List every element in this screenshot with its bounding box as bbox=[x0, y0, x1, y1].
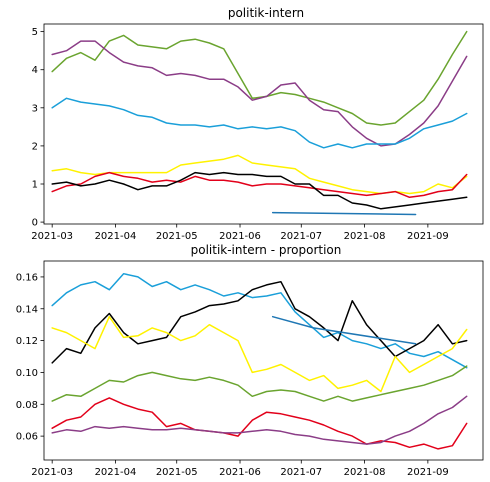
series-line bbox=[51, 365, 468, 402]
y-tick-label: 0.10 bbox=[16, 368, 38, 379]
x-tick-label: 2021-08 bbox=[344, 231, 386, 242]
x-tick-label: 2021-06 bbox=[219, 231, 261, 242]
series-line bbox=[51, 397, 468, 450]
x-tick-label: 2021-08 bbox=[344, 467, 386, 478]
y-tick-label: 0.06 bbox=[16, 432, 38, 443]
x-tick-label: 2021-03 bbox=[31, 231, 73, 242]
series-line bbox=[51, 171, 468, 210]
y-tick-label: 5 bbox=[32, 27, 38, 38]
axes-frame bbox=[43, 23, 484, 225]
y-tick-label: 3 bbox=[32, 103, 38, 114]
y-tick-label: 0.08 bbox=[16, 400, 38, 411]
x-tick-label: 2021-05 bbox=[156, 467, 198, 478]
series-line bbox=[51, 280, 468, 364]
x-tick-label: 2021-07 bbox=[280, 467, 322, 478]
x-tick-label: 2021-09 bbox=[407, 467, 449, 478]
x-tick-label: 2021-04 bbox=[95, 231, 137, 242]
y-tick-label: 0.14 bbox=[16, 304, 38, 315]
y-tick-label: 4 bbox=[32, 65, 38, 76]
series-line bbox=[271, 315, 417, 345]
x-tick-label: 2021-03 bbox=[31, 467, 73, 478]
x-tick-label: 2021-05 bbox=[156, 231, 198, 242]
x-tick-label: 2021-06 bbox=[219, 467, 261, 478]
chart-politik-intern: politik-intern 2021-03 2021-04 2021-05 2021… bbox=[31, 6, 484, 242]
series-line bbox=[51, 40, 468, 147]
series-line bbox=[51, 315, 468, 393]
y-tick-label: 0.12 bbox=[16, 336, 38, 347]
y-tick-label: 0 bbox=[32, 218, 38, 229]
y-tick-label: 1 bbox=[32, 180, 38, 191]
y-tick-label: 2 bbox=[32, 141, 38, 152]
chart-title: politik-intern - proportion bbox=[191, 243, 342, 257]
x-tick-label: 2021-04 bbox=[95, 467, 137, 478]
x-tick-label: 2021-09 bbox=[407, 231, 449, 242]
chart-politik-intern-proportion: politik-intern - proportion 2021-03 2021-… bbox=[16, 243, 484, 478]
y-tick-label: 0.16 bbox=[16, 272, 38, 283]
series-line bbox=[51, 272, 468, 369]
series-line bbox=[51, 97, 468, 149]
x-tick-label: 2021-07 bbox=[280, 231, 322, 242]
series-line bbox=[51, 171, 468, 199]
axes-frame bbox=[43, 260, 484, 461]
chart-title: politik-intern bbox=[228, 6, 304, 20]
series-line bbox=[271, 211, 417, 216]
series-line bbox=[51, 395, 468, 445]
series-line bbox=[51, 30, 468, 126]
